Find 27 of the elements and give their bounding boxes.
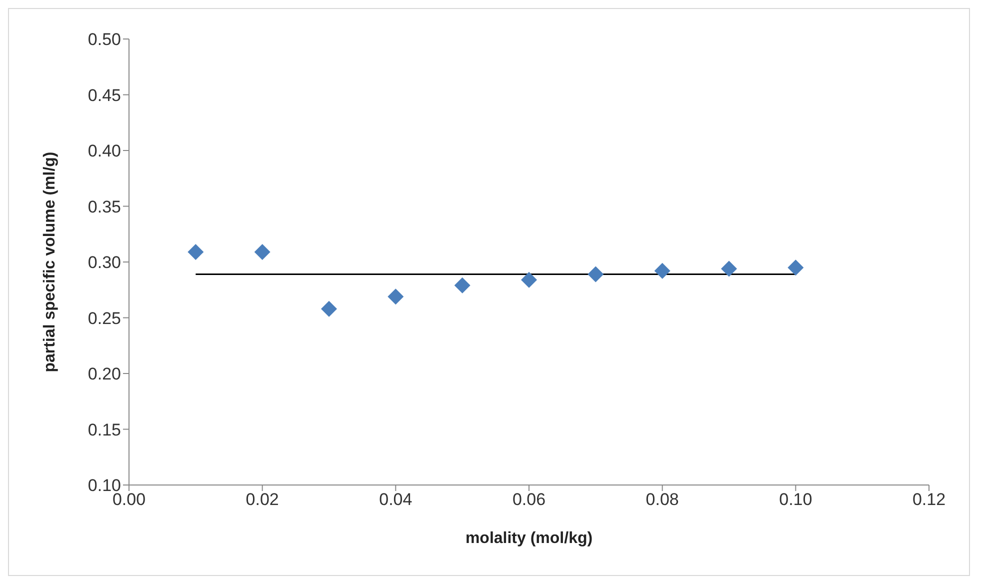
y-tick-label: 0.45 [88, 86, 121, 105]
point [654, 262, 670, 279]
x-tick-label: 0.08 [646, 490, 679, 510]
x-tick-label: 0.02 [246, 490, 279, 510]
point [188, 244, 204, 260]
point [588, 266, 604, 282]
y-tick-label: 0.20 [88, 364, 121, 384]
x-tick-label: 0.06 [512, 490, 546, 510]
y-tick-label: 0.30 [88, 253, 121, 272]
y-axis-title: partial specific volume (ml/g) [42, 152, 59, 372]
x-tick-label: 0.10 [779, 490, 812, 510]
point [388, 288, 404, 305]
x-tick-label: 0.00 [112, 490, 146, 510]
y-tick-label: 0.50 [88, 30, 121, 50]
y-tick-label: 0.40 [88, 142, 121, 161]
x-tick-label: 0.12 [912, 490, 946, 510]
point [321, 300, 337, 317]
point [788, 260, 804, 276]
x-axis-title: molality (mol/kg) [465, 530, 593, 547]
point [254, 244, 270, 260]
y-tick-label: 0.15 [88, 420, 121, 440]
point [521, 272, 537, 288]
point [454, 277, 470, 294]
point [721, 260, 737, 277]
y-tick-label: 0.35 [88, 197, 121, 216]
y-tick-label: 0.25 [88, 308, 121, 328]
x-tick-label: 0.04 [379, 490, 412, 510]
